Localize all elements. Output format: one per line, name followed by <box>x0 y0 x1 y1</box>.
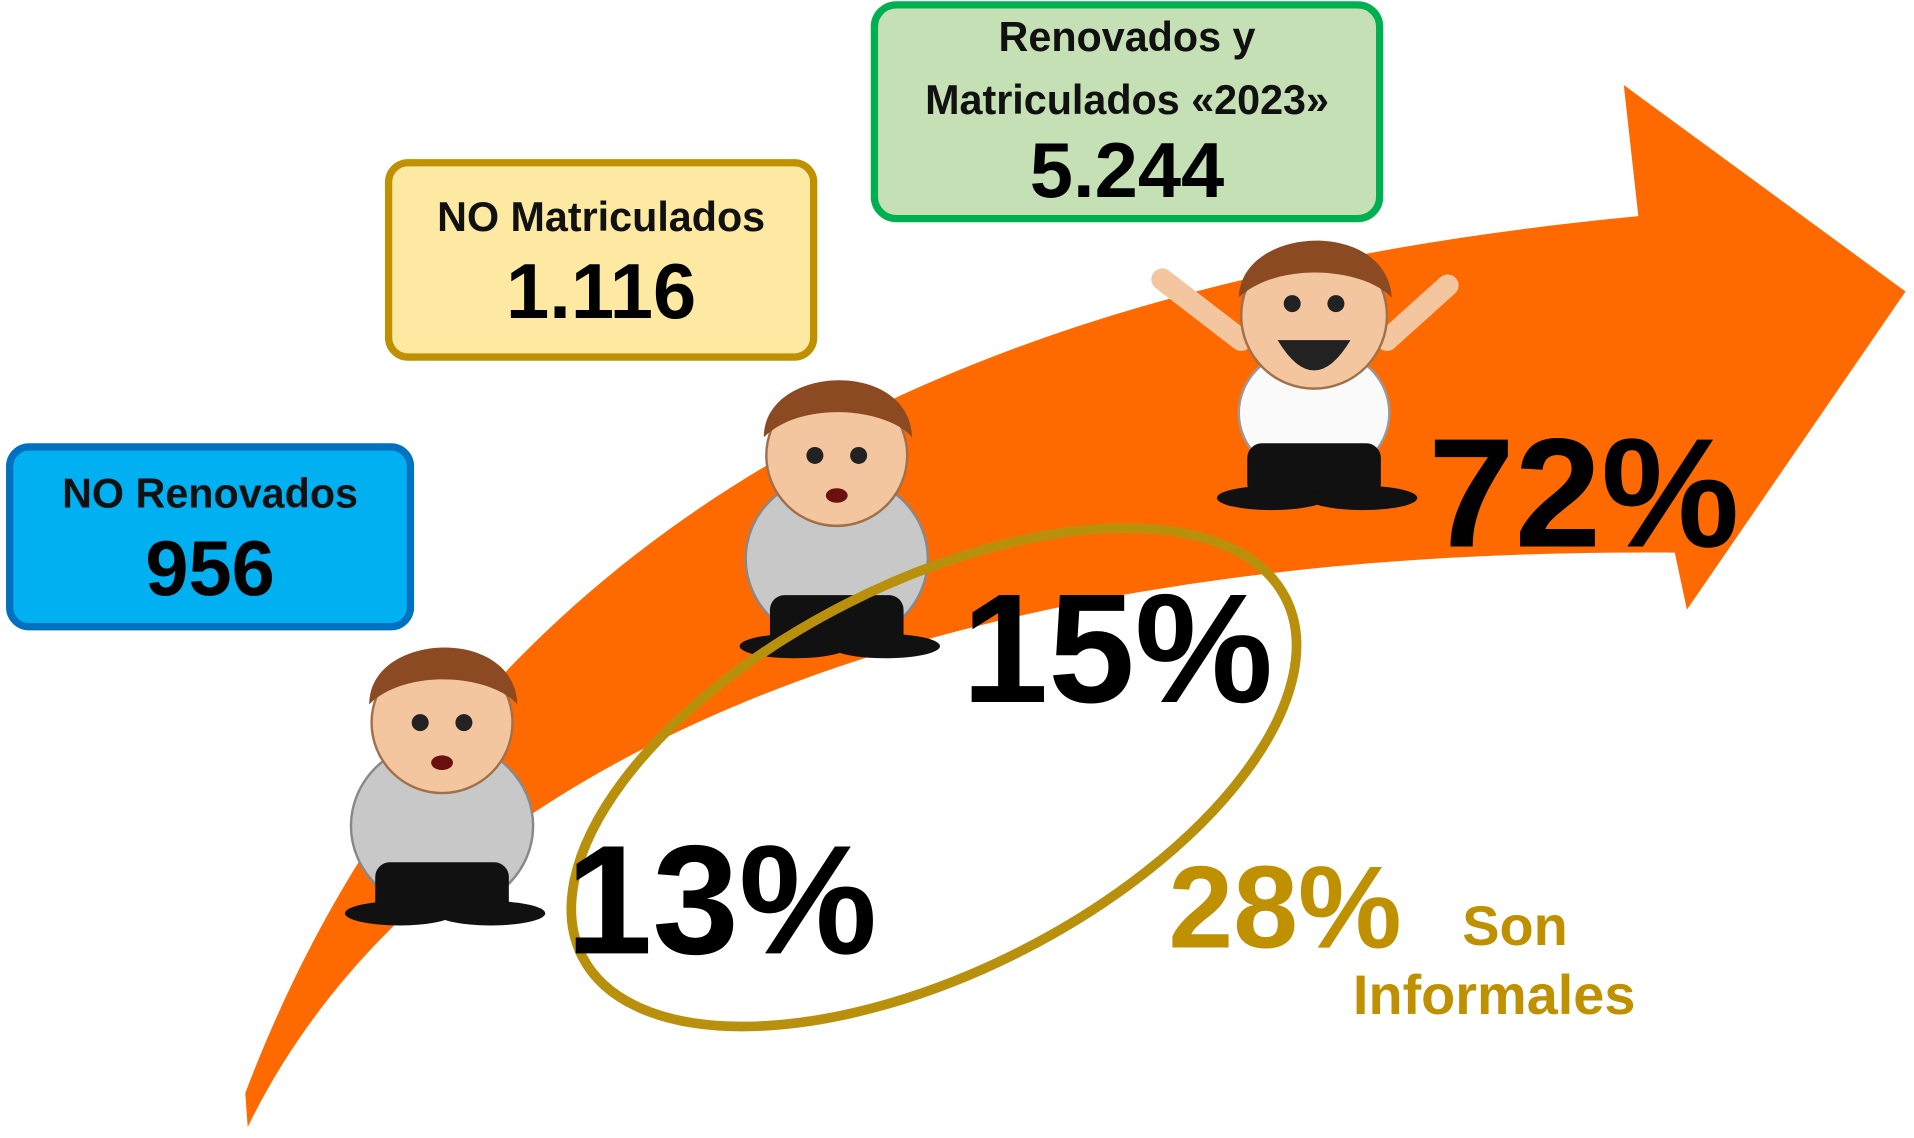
percent: 15% <box>962 561 1273 735</box>
box-value: 1.116 <box>506 249 696 335</box>
page: {"boxes": [ {"label": ["NO Renovados"], … <box>0 0 1914 1138</box>
infographic: NO Renovados 956 NO Matriculados 1.116 R… <box>0 0 1914 1138</box>
box-label: NO Renovados <box>62 471 358 517</box>
box-value: 956 <box>145 526 275 612</box>
summary-text: Informales <box>1353 963 1636 1026</box>
summary-text: Son <box>1462 894 1568 957</box>
summary-percent: 28% <box>1168 841 1401 972</box>
box-label: Renovados y <box>999 14 1256 60</box>
box-label: Matriculados «2023» <box>925 77 1329 123</box>
box-label: NO Matriculados <box>437 194 765 240</box>
box-value: 5.244 <box>1030 128 1225 214</box>
percent: 72% <box>1428 406 1739 580</box>
percent: 13% <box>566 812 877 986</box>
